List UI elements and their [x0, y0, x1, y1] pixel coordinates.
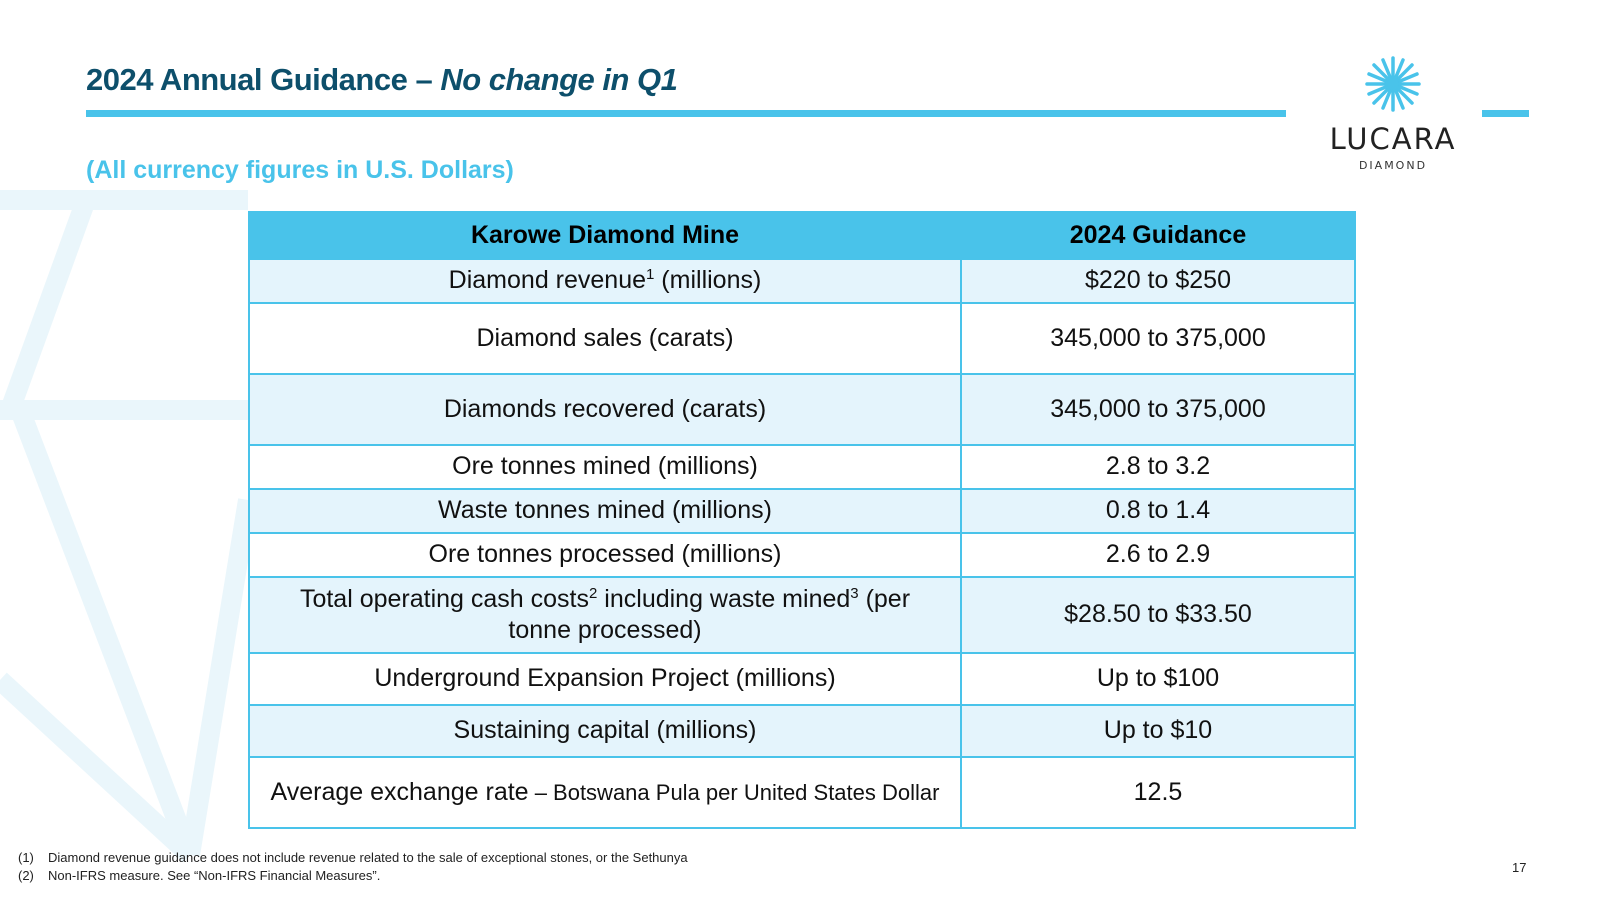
row-value: 0.8 to 1.4	[960, 488, 1356, 534]
table-row: Sustaining capital (millions) Up to $10	[248, 704, 1356, 758]
lucara-diamond-logo-icon	[1365, 56, 1421, 112]
row-value: $220 to $250	[960, 258, 1356, 304]
row-label: Underground Expansion Project (millions)	[248, 652, 962, 706]
table-row: Diamond sales (carats) 345,000 to 375,00…	[248, 302, 1356, 375]
footnote-ref: 2	[589, 584, 598, 602]
slide-title: 2024 Annual Guidance – No change in Q1	[86, 62, 678, 98]
table-row: Waste tonnes mined (millions) 0.8 to 1.4	[248, 488, 1356, 534]
header-mine: Karowe Diamond Mine	[248, 211, 962, 260]
header-guidance: 2024 Guidance	[960, 211, 1356, 260]
title-emphasis: No change in Q1	[440, 62, 678, 97]
title-underline-accent	[1482, 110, 1529, 117]
row-label: Diamonds recovered (carats)	[248, 373, 962, 446]
logo-tagline: DIAMOND	[1358, 159, 1428, 172]
row-value: $28.50 to $33.50	[960, 576, 1356, 654]
row-value: 2.8 to 3.2	[960, 444, 1356, 490]
row-label: Diamond revenue1 (millions)	[248, 258, 962, 304]
table-row: Underground Expansion Project (millions)…	[248, 652, 1356, 706]
row-value: 12.5	[960, 756, 1356, 829]
row-label: Waste tonnes mined (millions)	[248, 488, 962, 534]
page-number: 17	[1512, 860, 1527, 875]
table-row: Total operating cash costs2 including wa…	[248, 576, 1356, 654]
footnote-ref: 1	[646, 266, 655, 284]
table-row: Average exchange rate – Botswana Pula pe…	[248, 756, 1356, 829]
row-value: 2.6 to 2.9	[960, 532, 1356, 578]
currency-note: (All currency figures in U.S. Dollars)	[86, 156, 514, 184]
row-value: Up to $100	[960, 652, 1356, 706]
footnotes: (1) Diamond revenue guidance does not in…	[18, 849, 688, 885]
row-label: Sustaining capital (millions)	[248, 704, 962, 758]
row-label: Ore tonnes processed (millions)	[248, 532, 962, 578]
table-row: Diamonds recovered (carats) 345,000 to 3…	[248, 373, 1356, 446]
table-row: Diamond revenue1 (millions) $220 to $250	[248, 258, 1356, 304]
footnote-ref: 3	[850, 584, 859, 602]
table-row: Ore tonnes mined (millions) 2.8 to 3.2	[248, 444, 1356, 490]
row-value: 345,000 to 375,000	[960, 373, 1356, 446]
row-value: Up to $10	[960, 704, 1356, 758]
table-row: Ore tonnes processed (millions) 2.6 to 2…	[248, 532, 1356, 578]
row-label: Ore tonnes mined (millions)	[248, 444, 962, 490]
row-label: Average exchange rate – Botswana Pula pe…	[248, 756, 962, 829]
footnote-item: (2) Non-IFRS measure. See “Non-IFRS Fina…	[18, 868, 381, 883]
guidance-table: Karowe Diamond Mine 2024 Guidance Diamon…	[248, 211, 1356, 829]
row-label: Total operating cash costs2 including wa…	[248, 576, 962, 654]
footnote-item: (1) Diamond revenue guidance does not in…	[18, 850, 688, 865]
row-value: 345,000 to 375,000	[960, 302, 1356, 375]
logo-wordmark: LUCARA	[1329, 122, 1457, 156]
title-underline	[86, 110, 1286, 117]
table-header-row: Karowe Diamond Mine 2024 Guidance	[248, 211, 1356, 260]
title-main: 2024 Annual Guidance –	[86, 62, 441, 97]
row-label: Diamond sales (carats)	[248, 302, 962, 375]
